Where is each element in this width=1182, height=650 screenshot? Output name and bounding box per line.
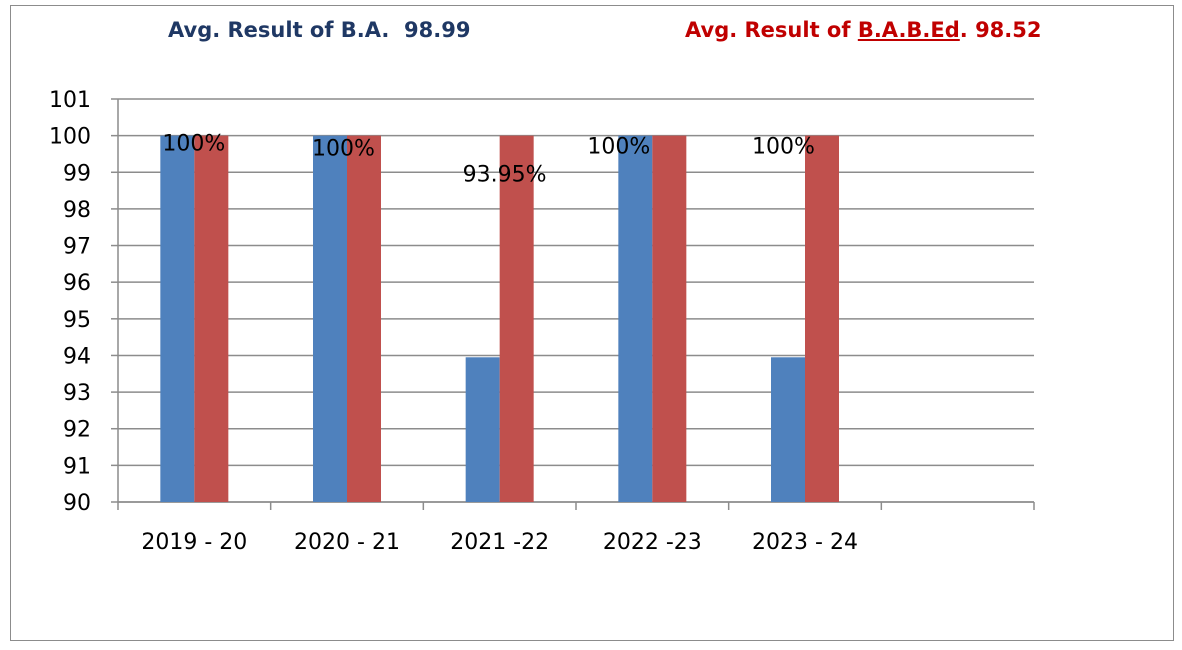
x-category-label: 2021 -22 bbox=[450, 530, 549, 555]
y-tick-label: 94 bbox=[63, 344, 91, 369]
bar-series-1 bbox=[771, 357, 805, 502]
data-label: 100% bbox=[752, 135, 815, 160]
bar-series-2 bbox=[347, 135, 381, 503]
y-tick-label: 96 bbox=[63, 271, 91, 296]
avg-result-babed-label: Avg. Result of bbox=[685, 18, 851, 42]
bar-series-1 bbox=[313, 135, 347, 503]
y-tick-label: 90 bbox=[63, 491, 91, 516]
bar-series-2 bbox=[194, 135, 229, 503]
data-label: 100% bbox=[312, 137, 375, 162]
bar-series-2 bbox=[499, 135, 534, 503]
avg-result-ba-title: Avg. Result of B.A. 98.99 bbox=[168, 18, 470, 42]
y-tick-label: 91 bbox=[63, 454, 91, 479]
data-label: 93.95% bbox=[463, 163, 547, 188]
x-category-label: 2023 - 24 bbox=[752, 530, 858, 555]
data-label: 100% bbox=[587, 135, 650, 160]
bar-series-1 bbox=[160, 135, 195, 503]
x-category-label: 2022 -23 bbox=[603, 530, 702, 555]
avg-result-ba-value: 98.99 bbox=[404, 18, 471, 42]
avg-result-babed-title: Avg. Result of B.A.B.Ed. 98.52 bbox=[685, 18, 1042, 42]
bar-series-2 bbox=[805, 135, 839, 503]
bar-series-2 bbox=[652, 135, 687, 503]
y-tick-label: 98 bbox=[63, 198, 91, 223]
avg-result-ba-label: Avg. Result of B.A. bbox=[168, 18, 390, 42]
y-tick-label: 100 bbox=[49, 125, 91, 150]
bar-series-1 bbox=[465, 357, 500, 502]
data-label: 100% bbox=[162, 132, 225, 157]
x-category-label: 2020 - 21 bbox=[294, 530, 400, 555]
y-tick-label: 97 bbox=[63, 235, 91, 260]
avg-result-babed-program: B.A.B.Ed bbox=[857, 18, 960, 42]
avg-result-babed-value: . 98.52 bbox=[959, 18, 1042, 42]
y-tick-label: 101 bbox=[49, 88, 91, 113]
bar-series-1 bbox=[618, 135, 653, 503]
x-category-label: 2019 - 20 bbox=[141, 530, 247, 555]
y-tick-label: 95 bbox=[63, 308, 91, 333]
y-tick-label: 93 bbox=[63, 381, 91, 406]
y-tick-label: 92 bbox=[63, 418, 91, 443]
y-tick-label: 99 bbox=[63, 161, 91, 186]
